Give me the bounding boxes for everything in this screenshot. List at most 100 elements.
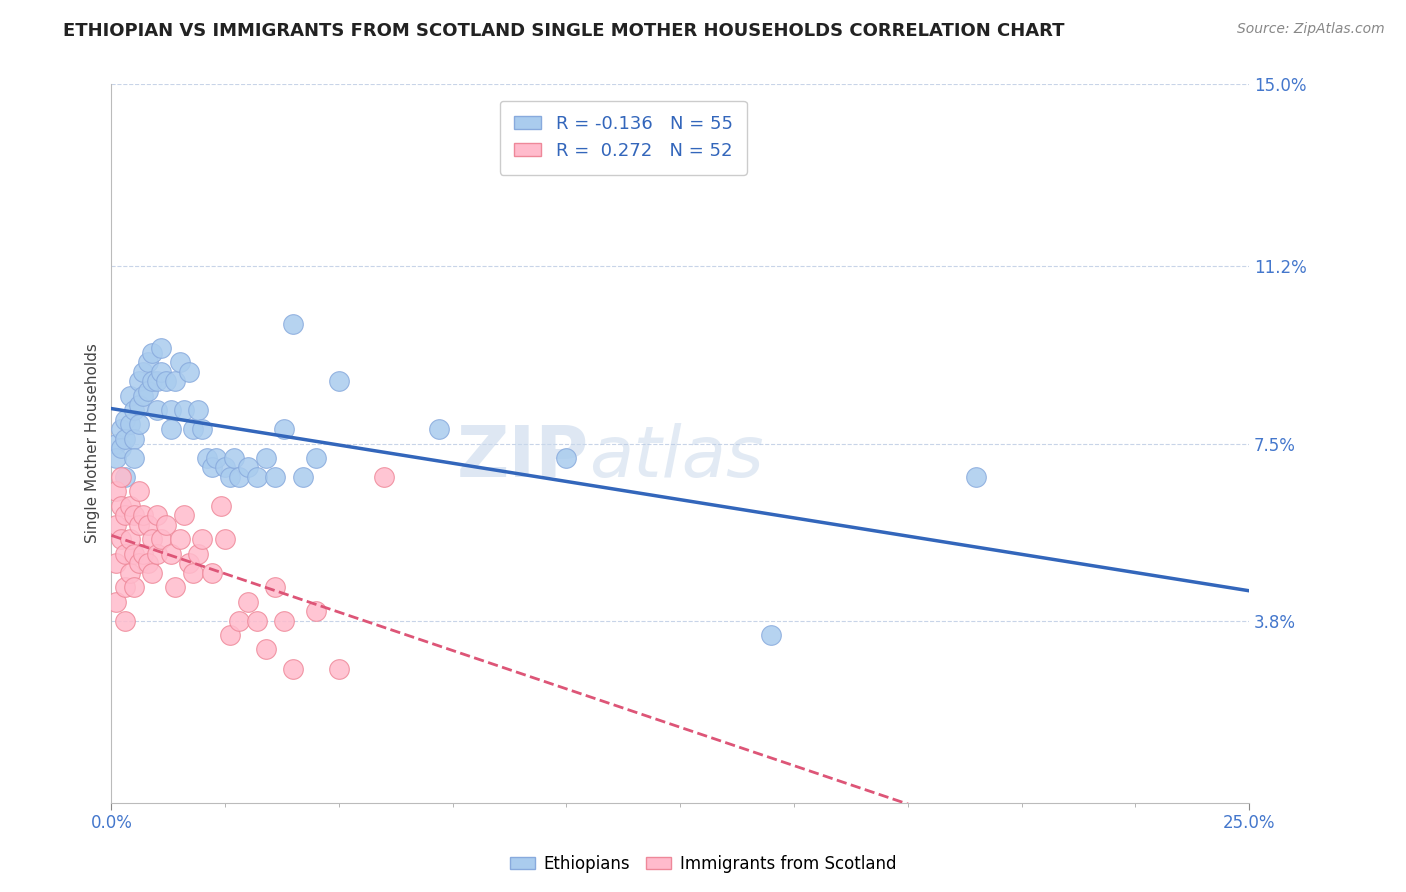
- Point: [132, 547, 155, 561]
- Point: [264, 580, 287, 594]
- Text: ETHIOPIAN VS IMMIGRANTS FROM SCOTLAND SINGLE MOTHER HOUSEHOLDS CORRELATION CHART: ETHIOPIAN VS IMMIGRANTS FROM SCOTLAND SI…: [63, 22, 1064, 40]
- Point: [128, 398, 150, 412]
- Text: atlas: atlas: [589, 424, 763, 492]
- Point: [141, 533, 163, 547]
- Point: [136, 556, 159, 570]
- Point: [159, 422, 181, 436]
- Point: [136, 384, 159, 398]
- Point: [122, 580, 145, 594]
- Point: [128, 417, 150, 432]
- Point: [173, 403, 195, 417]
- Point: [141, 374, 163, 388]
- Point: [169, 533, 191, 547]
- Point: [283, 317, 305, 331]
- Point: [128, 484, 150, 499]
- Point: [264, 470, 287, 484]
- Point: [122, 508, 145, 523]
- Point: [141, 345, 163, 359]
- Point: [114, 614, 136, 628]
- Point: [165, 374, 187, 388]
- Point: [181, 566, 204, 580]
- Point: [165, 580, 187, 594]
- Point: [246, 614, 269, 628]
- Point: [228, 614, 250, 628]
- Legend: R = -0.136   N = 55, R =  0.272   N = 52: R = -0.136 N = 55, R = 0.272 N = 52: [499, 101, 747, 175]
- Point: [273, 422, 295, 436]
- Point: [228, 470, 250, 484]
- Point: [191, 422, 214, 436]
- Point: [104, 484, 127, 499]
- Point: [224, 450, 246, 465]
- Point: [110, 422, 132, 436]
- Point: [214, 533, 236, 547]
- Point: [191, 533, 214, 547]
- Point: [146, 508, 169, 523]
- Point: [132, 389, 155, 403]
- Point: [200, 566, 222, 580]
- Point: [110, 499, 132, 513]
- Point: [187, 547, 209, 561]
- Y-axis label: Single Mother Households: Single Mother Households: [86, 343, 100, 543]
- Point: [146, 403, 169, 417]
- Point: [254, 642, 277, 657]
- Point: [177, 556, 200, 570]
- Point: [328, 661, 350, 675]
- Point: [965, 470, 987, 484]
- Point: [181, 422, 204, 436]
- Point: [118, 389, 141, 403]
- Point: [114, 412, 136, 426]
- Point: [104, 517, 127, 532]
- Point: [173, 508, 195, 523]
- Text: ZIP: ZIP: [457, 424, 589, 492]
- Point: [110, 533, 132, 547]
- Point: [114, 470, 136, 484]
- Point: [122, 432, 145, 446]
- Point: [195, 450, 218, 465]
- Point: [155, 517, 177, 532]
- Point: [246, 470, 269, 484]
- Point: [155, 374, 177, 388]
- Point: [118, 417, 141, 432]
- Point: [200, 460, 222, 475]
- Point: [141, 566, 163, 580]
- Point: [104, 594, 127, 608]
- Point: [104, 556, 127, 570]
- Point: [273, 614, 295, 628]
- Point: [122, 450, 145, 465]
- Point: [104, 436, 127, 450]
- Point: [236, 594, 259, 608]
- Point: [169, 355, 191, 369]
- Point: [118, 499, 141, 513]
- Point: [118, 533, 141, 547]
- Point: [254, 450, 277, 465]
- Point: [132, 508, 155, 523]
- Point: [283, 661, 305, 675]
- Point: [159, 403, 181, 417]
- Point: [159, 547, 181, 561]
- Point: [214, 460, 236, 475]
- Point: [114, 547, 136, 561]
- Point: [427, 422, 450, 436]
- Point: [218, 628, 240, 642]
- Point: [136, 517, 159, 532]
- Point: [328, 374, 350, 388]
- Point: [146, 547, 169, 561]
- Point: [114, 432, 136, 446]
- Point: [114, 508, 136, 523]
- Point: [761, 628, 783, 642]
- Point: [114, 580, 136, 594]
- Point: [150, 533, 173, 547]
- Point: [110, 442, 132, 456]
- Point: [104, 450, 127, 465]
- Point: [291, 470, 314, 484]
- Point: [177, 365, 200, 379]
- Point: [209, 499, 232, 513]
- Point: [136, 355, 159, 369]
- Point: [150, 341, 173, 355]
- Text: Source: ZipAtlas.com: Source: ZipAtlas.com: [1237, 22, 1385, 37]
- Point: [305, 604, 328, 618]
- Point: [128, 556, 150, 570]
- Point: [122, 403, 145, 417]
- Point: [205, 450, 228, 465]
- Point: [305, 450, 328, 465]
